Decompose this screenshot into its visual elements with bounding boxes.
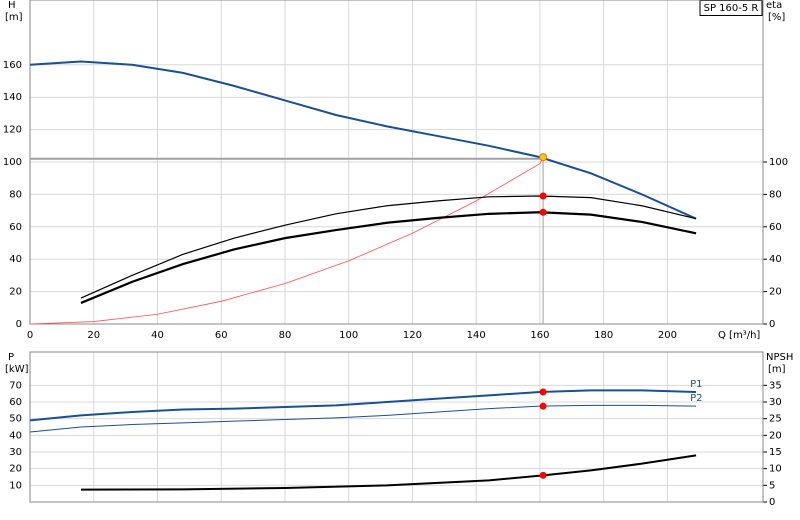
curve	[29, 60, 697, 220]
y2-axis-unit: [%]	[768, 12, 785, 23]
y2-tick-label: 80	[769, 189, 782, 200]
plot-frame	[29, 351, 764, 503]
operating-point	[539, 388, 547, 396]
y-tick-label: 40	[9, 430, 22, 441]
y2-axis-label: NPSH	[766, 352, 793, 363]
y-axis-label: P	[8, 352, 14, 363]
y2-tick-label: 5	[769, 480, 775, 491]
y-tick-label: 0	[16, 319, 22, 330]
y-axis-unit: [m]	[5, 12, 23, 23]
plot-frame	[29, 0, 764, 325]
y2-tick-label: 100	[769, 157, 788, 168]
y-axis-label: H	[8, 0, 16, 11]
x-tick-label: 80	[279, 330, 292, 341]
y-tick-label: 70	[9, 380, 22, 391]
curve-label: P1	[690, 379, 702, 390]
y2-tick-label: 0	[769, 497, 775, 508]
y-tick-label: 100	[3, 157, 22, 168]
y-tick-label: 40	[9, 254, 22, 265]
y-tick-label: 60	[9, 222, 22, 233]
y2-axis-unit: [m]	[768, 364, 786, 375]
operating-point	[539, 471, 547, 479]
x-tick-label: 40	[151, 330, 164, 341]
x-tick-label: 60	[215, 330, 228, 341]
y-tick-label: 30	[9, 447, 22, 458]
y2-tick-label: 15	[769, 447, 782, 458]
x-tick-label: 20	[87, 330, 100, 341]
y-tick-label: 60	[9, 397, 22, 408]
x-tick-label: 0	[27, 330, 33, 341]
y-tick-label: 20	[9, 464, 22, 475]
x-tick-label: 160	[530, 330, 549, 341]
curve	[29, 404, 697, 433]
y-axis-unit: [kW]	[5, 364, 29, 375]
curve	[80, 195, 697, 299]
operating-point	[539, 402, 547, 410]
y-tick-label: 20	[9, 287, 22, 298]
curve	[29, 389, 697, 422]
y2-axis-label: eta	[766, 0, 782, 11]
y2-tick-label: 35	[769, 380, 782, 391]
operating-point	[539, 192, 547, 200]
curve	[29, 156, 544, 325]
y2-tick-label: 0	[769, 319, 775, 330]
y2-tick-label: 20	[769, 430, 782, 441]
x-tick-label: 100	[339, 330, 358, 341]
x-axis-label: Q [m³/h]	[718, 330, 760, 341]
curve-label: P2	[690, 393, 702, 404]
x-tick-label: 200	[658, 330, 677, 341]
operating-point	[539, 208, 547, 216]
x-tick-label: 140	[467, 330, 486, 341]
model-label: SP 160-5 R	[704, 3, 759, 14]
y-tick-label: 10	[9, 480, 22, 491]
y2-tick-label: 25	[769, 414, 782, 425]
y2-tick-label: 40	[769, 254, 782, 265]
x-tick-label: 180	[594, 330, 613, 341]
y2-tick-label: 60	[769, 222, 782, 233]
y-tick-label: 160	[3, 60, 22, 71]
curve	[80, 454, 697, 491]
y-tick-label: 140	[3, 92, 22, 103]
curve	[80, 211, 697, 304]
y-tick-label: 50	[9, 414, 22, 425]
y2-tick-label: 20	[769, 287, 782, 298]
y-tick-label: 80	[9, 189, 22, 200]
y2-tick-label: 30	[769, 397, 782, 408]
y-tick-label: 120	[3, 125, 22, 136]
operating-point	[539, 153, 548, 162]
x-tick-label: 120	[403, 330, 422, 341]
y2-tick-label: 10	[769, 464, 782, 475]
